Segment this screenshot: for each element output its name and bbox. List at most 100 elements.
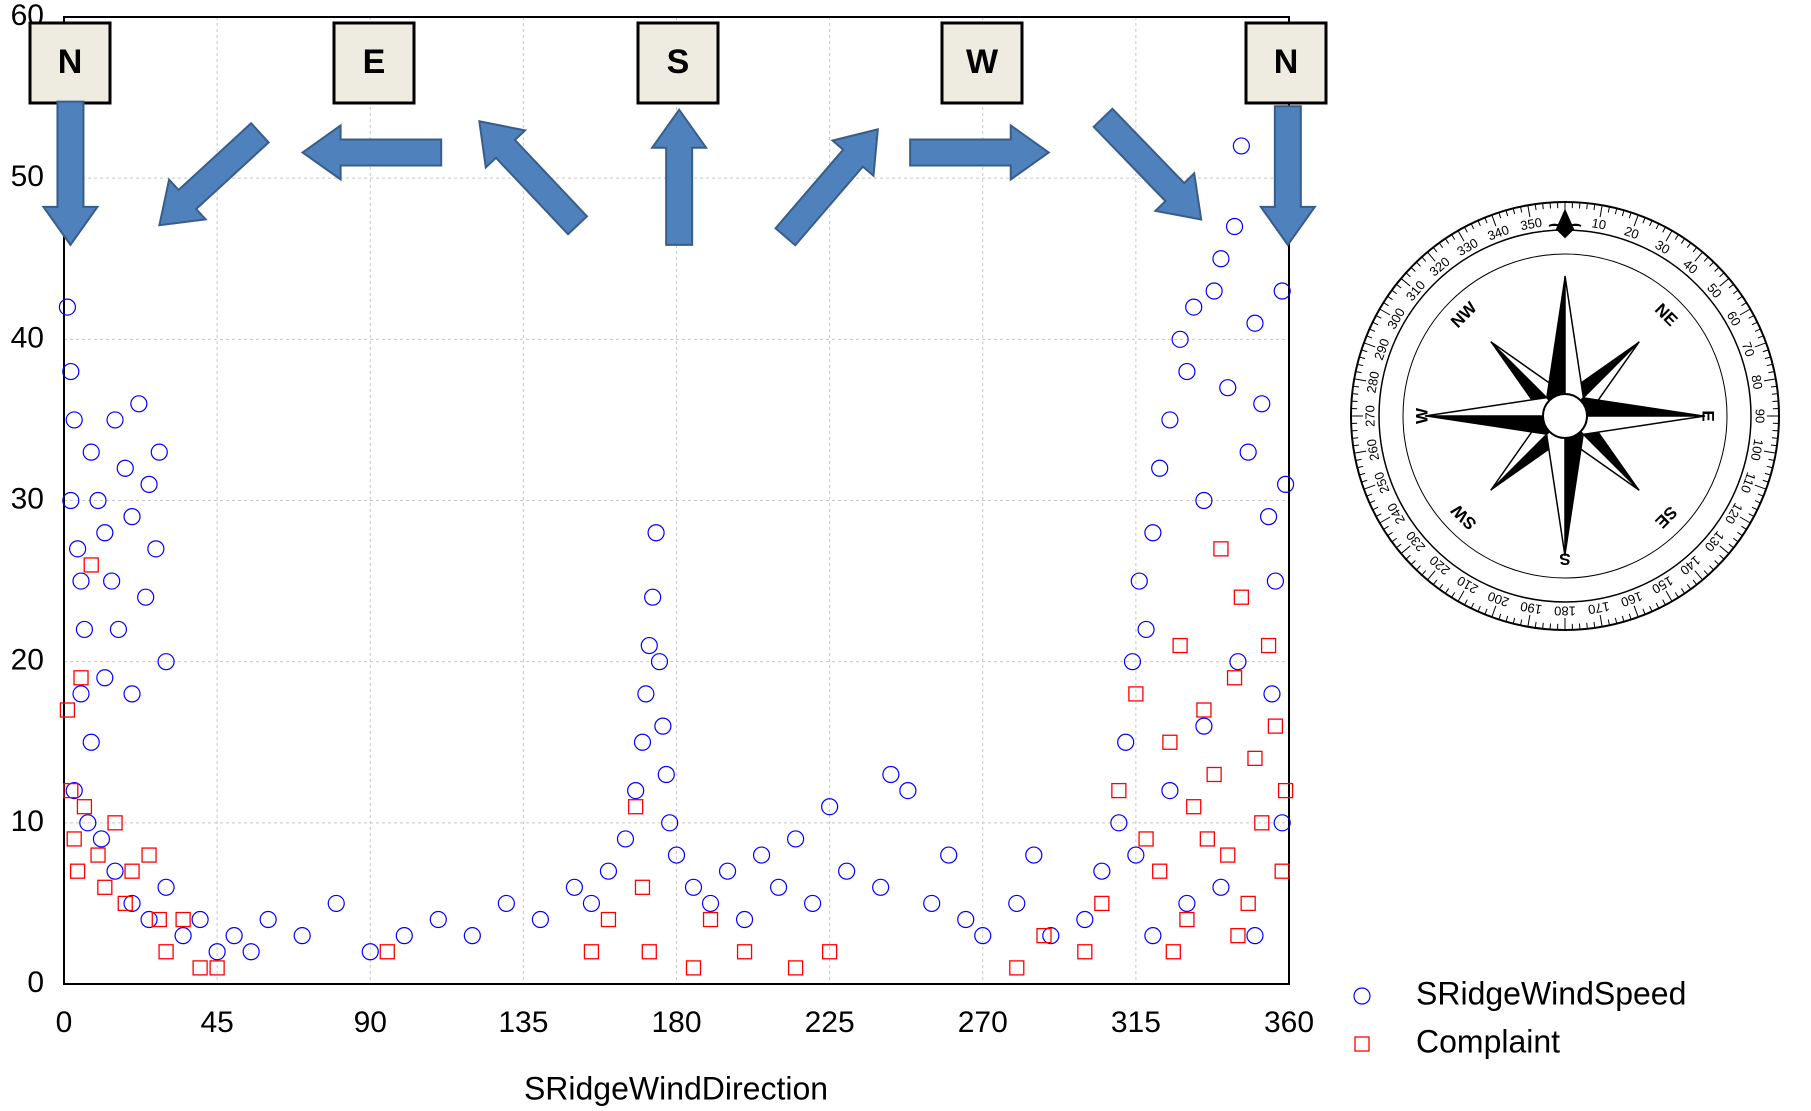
wind-point — [1276, 475, 1295, 493]
complaint-point — [787, 960, 804, 976]
wind-point — [940, 846, 958, 864]
compass-tick — [1357, 465, 1364, 469]
wind-point — [96, 524, 114, 542]
compass-tick — [1662, 599, 1666, 606]
compass-tick — [1542, 622, 1544, 629]
wind-point — [718, 862, 737, 880]
compass-tick — [1662, 226, 1666, 233]
compass-tick — [1512, 617, 1516, 624]
complaint-point — [1009, 960, 1025, 976]
complaint-point — [641, 944, 657, 960]
compass-tick — [1607, 206, 1610, 213]
compass-tick — [1703, 256, 1709, 262]
wind-point — [882, 765, 900, 784]
compass-ring — [1402, 253, 1728, 579]
compass-tick — [1614, 208, 1618, 215]
wind-point — [735, 910, 754, 929]
compass-degree: 270 — [1362, 405, 1377, 427]
compass-tick — [1719, 272, 1725, 278]
complaint-point — [1233, 589, 1250, 605]
wind-point — [637, 685, 655, 703]
wind-point — [1239, 443, 1257, 461]
compass-tick — [1432, 579, 1438, 585]
complaint-point — [1138, 831, 1154, 847]
complaint-point — [175, 911, 191, 928]
wind-point — [62, 491, 80, 510]
complaint-point — [59, 702, 76, 718]
direction-box — [940, 21, 1024, 105]
direction-label: S — [667, 43, 690, 81]
wind-point — [1025, 846, 1043, 864]
compass-tick — [1751, 321, 1758, 326]
compass-tick — [1359, 472, 1366, 476]
legend-label: Complaint — [1416, 1023, 1560, 1059]
compass-tick — [1770, 444, 1777, 447]
compass-tick — [1763, 378, 1776, 382]
y-tick-label: 10 — [11, 805, 44, 838]
compass-tick — [1633, 605, 1639, 618]
direction-box — [636, 21, 720, 105]
compass-tick — [1768, 371, 1775, 374]
wind-point — [361, 943, 379, 961]
compass-tick — [1748, 513, 1755, 517]
wind-point — [1253, 395, 1271, 413]
complaint-point — [600, 911, 617, 928]
wind-point — [582, 894, 601, 913]
wind-point — [140, 475, 158, 493]
wind-point — [106, 862, 124, 880]
direction-arrow — [478, 120, 589, 236]
wind-point — [225, 927, 243, 945]
compass-degree: 190 — [1519, 599, 1543, 618]
complaint-point — [1094, 895, 1110, 912]
wind-point — [1178, 362, 1196, 381]
wind-point — [191, 910, 209, 929]
compass-tick — [1505, 210, 1509, 217]
wind-point — [1212, 878, 1230, 896]
wind-point — [1246, 927, 1264, 945]
direction-arrow — [909, 123, 1051, 182]
wind-point — [616, 830, 635, 848]
compass-degree: 90 — [1753, 409, 1768, 423]
compass-tick — [1732, 289, 1739, 295]
compass-tick — [1470, 602, 1475, 609]
compass-tick — [1369, 500, 1376, 504]
compass-tick — [1599, 614, 1603, 627]
complaint-point — [1260, 637, 1277, 654]
complaint-point — [1277, 782, 1294, 799]
wind-point — [654, 717, 672, 735]
wind-point — [1266, 572, 1284, 590]
compass-degree: 20 — [1622, 223, 1641, 242]
compass-tick — [1741, 525, 1747, 530]
compass-tick — [1391, 537, 1398, 543]
compass-tick — [1396, 543, 1402, 549]
compass-degree: 170 — [1587, 599, 1611, 618]
compass-tick — [1737, 531, 1743, 537]
wind-point — [899, 781, 917, 800]
complaint-point — [1247, 750, 1263, 767]
complaint-point — [1036, 928, 1052, 944]
wind-point — [1171, 330, 1189, 348]
compass-tick — [1355, 371, 1362, 374]
compass-tick — [1353, 444, 1360, 447]
compass-tick — [1719, 278, 1730, 287]
compass-tick — [1353, 385, 1360, 388]
wind-point — [923, 894, 941, 913]
wind-point — [130, 395, 148, 413]
compass-point: W — [1412, 407, 1431, 424]
complaint-point — [821, 944, 838, 960]
wind-point — [174, 927, 192, 945]
complaint-point — [1199, 831, 1215, 847]
wind-point — [62, 362, 80, 381]
wind-point — [208, 943, 226, 961]
compass-tick — [1470, 223, 1475, 230]
wind-point — [684, 878, 703, 896]
legend-marker — [1354, 1036, 1370, 1052]
compass-tick — [1719, 545, 1730, 554]
wind-point — [1137, 620, 1155, 639]
wind-point — [650, 653, 669, 671]
wind-point — [137, 588, 155, 606]
direction-label: E — [363, 43, 386, 81]
wind-point — [157, 653, 175, 671]
compass-tick — [1438, 242, 1444, 249]
